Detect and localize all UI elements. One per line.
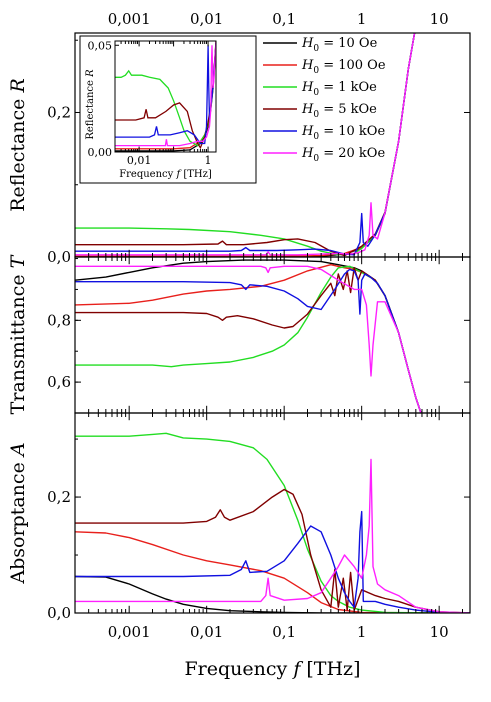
x-label-var: f bbox=[291, 658, 303, 680]
transmittance-series-line-1 bbox=[75, 264, 422, 413]
reflectance-y-tick-label: 0,0 bbox=[47, 248, 71, 266]
transmittance-y-label: Transmittance T bbox=[7, 254, 29, 414]
legend-text: = 5 kOe bbox=[319, 102, 377, 117]
legend-var: H bbox=[301, 36, 314, 51]
legend-text: = 100 Oe bbox=[319, 58, 386, 73]
x-label-unit: [THz] bbox=[300, 658, 360, 680]
inset-series-line-5 bbox=[115, 41, 216, 147]
top-x-tick-label: 1 bbox=[357, 10, 367, 28]
absorptance-panel: 0,0 0,2 Absorptance A bbox=[7, 412, 471, 622]
inset-x-label-prefix: Frequency bbox=[119, 169, 176, 180]
reflectance-y-label-prefix: Reflectance bbox=[7, 93, 29, 212]
absorptance-y-label-prefix: Absorptance bbox=[7, 456, 29, 584]
inset-x-label-var: f bbox=[175, 169, 182, 180]
top-x-axis: 0,001 0,01 0,1 1 10 bbox=[108, 10, 449, 28]
top-x-tick-label: 0,1 bbox=[272, 10, 296, 28]
inset-x-label-unit: [THz] bbox=[180, 169, 212, 180]
transmittance-y-label-prefix: Transmittance bbox=[7, 268, 29, 414]
inset-x-tick-label: 0,01 bbox=[127, 154, 152, 167]
inset-x-tick-label: 1 bbox=[205, 154, 212, 167]
reflectance-series-line-5 bbox=[75, 33, 416, 256]
reflectance-panel: 0,0 0,2 Reflectance R bbox=[7, 32, 471, 266]
legend-label-5: H0 = 20 kOe bbox=[301, 146, 385, 164]
reflectance-y-tick-label: 0,2 bbox=[47, 103, 71, 121]
legend-sub: 0 bbox=[313, 132, 319, 142]
x-axis-label: Frequency f [THz] bbox=[185, 658, 361, 680]
absorptance-series-line-4 bbox=[75, 510, 470, 613]
top-x-tick-label: 0,001 bbox=[108, 10, 151, 28]
reflectance-y-label: Reflectance R bbox=[7, 78, 29, 212]
absorptance-frame bbox=[74, 412, 471, 614]
inset-series bbox=[115, 41, 216, 152]
transmittance-series bbox=[75, 259, 422, 413]
legend-text: = 20 kOe bbox=[319, 146, 385, 161]
inset-reflectance-panel: 0,01 1 0,05 0,00 Reflectance R Frequency f [T… bbox=[79, 35, 257, 184]
legend-text: = 10 kOe bbox=[319, 124, 385, 139]
legend-var: H bbox=[301, 124, 314, 139]
absorptance-series-line-0 bbox=[75, 575, 470, 613]
legend-sub: 0 bbox=[313, 44, 319, 54]
transmittance-y-label-var: T bbox=[7, 254, 29, 268]
legend-sub: 0 bbox=[313, 66, 319, 76]
bottom-x-tick-label: 10 bbox=[430, 623, 449, 641]
legend-label-2: H0 = 1 kOe bbox=[301, 80, 377, 98]
legend-sub: 0 bbox=[313, 88, 319, 98]
transmittance-series-line-2 bbox=[75, 265, 422, 413]
transmittance-y-tick-label: 0,6 bbox=[47, 373, 71, 391]
legend-text: = 1 kOe bbox=[319, 80, 377, 95]
transmittance-series-line-4 bbox=[75, 268, 422, 413]
absorptance-y-label-var: A bbox=[7, 442, 29, 458]
bottom-x-tick-label: 0,1 bbox=[272, 623, 296, 641]
transmittance-series-line-0 bbox=[75, 259, 422, 413]
legend-var: H bbox=[301, 102, 314, 117]
x-label-prefix: Frequency bbox=[185, 658, 294, 680]
bottom-x-axis: 0,001 0,01 0,1 1 10 Frequency f [THz] bbox=[108, 623, 449, 680]
legend-sub: 0 bbox=[313, 154, 319, 164]
bottom-x-tick-label: 1 bbox=[357, 623, 367, 641]
transmittance-frame bbox=[74, 256, 471, 414]
inset-x-label: Frequency f [THz] bbox=[119, 169, 212, 180]
absorptance-y-label: Absorptance A bbox=[7, 442, 29, 584]
bottom-x-tick-label: 0,01 bbox=[190, 623, 223, 641]
inset-y-tick-label: 0,05 bbox=[88, 39, 113, 52]
absorptance-series bbox=[75, 432, 470, 613]
absorptance-series-line-3 bbox=[75, 488, 470, 613]
legend-var: H bbox=[301, 80, 314, 95]
transmittance-y-tick-label: 0,8 bbox=[47, 311, 71, 329]
inset-y-tick-label: 0,00 bbox=[88, 146, 113, 159]
absorptance-series-line-2 bbox=[75, 432, 470, 613]
legend-var: H bbox=[301, 146, 314, 161]
legend-label-4: H0 = 10 kOe bbox=[301, 124, 385, 142]
inset-y-label: Reflectance R bbox=[85, 69, 96, 140]
legend-label-1: H0 = 100 Oe bbox=[301, 58, 386, 76]
transmittance-series-line-5 bbox=[75, 265, 422, 413]
inset-series-line-3 bbox=[115, 41, 216, 150]
legend-label-3: H0 = 5 kOe bbox=[301, 102, 377, 120]
inset-y-label-var: R bbox=[85, 69, 96, 78]
transmittance-panel: 0,6 0,8 Transmittance T bbox=[7, 254, 471, 414]
legend-text: = 10 Oe bbox=[319, 36, 377, 51]
inset-y-label-prefix: Reflectance bbox=[85, 77, 96, 140]
absorptance-series-line-5 bbox=[75, 458, 470, 613]
absorptance-y-tick-label: 0,0 bbox=[47, 604, 71, 622]
top-x-tick-label: 0,01 bbox=[190, 10, 223, 28]
reflectance-y-label-var: R bbox=[7, 78, 29, 93]
top-x-tick-label: 10 bbox=[430, 10, 449, 28]
legend-sub: 0 bbox=[313, 110, 319, 120]
legend-label-0: H0 = 10 Oe bbox=[301, 36, 378, 54]
absorptance-y-tick-label: 0,2 bbox=[47, 488, 71, 506]
bottom-x-tick-label: 0,001 bbox=[108, 623, 151, 641]
transmittance-series-line-3 bbox=[75, 267, 422, 413]
legend-var: H bbox=[301, 58, 314, 73]
